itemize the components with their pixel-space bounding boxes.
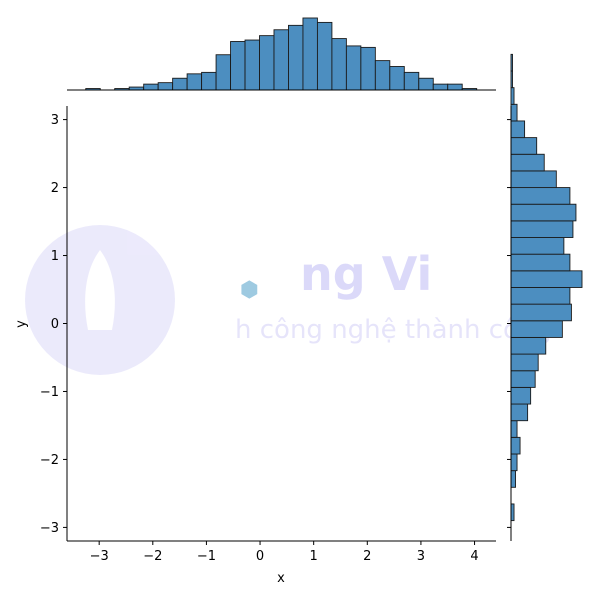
hexbin-layer bbox=[240, 279, 258, 300]
y-tick-label: −2 bbox=[40, 453, 59, 468]
y-histogram-bar bbox=[510, 70, 513, 89]
y-histogram-bar bbox=[510, 270, 583, 288]
watermark: ng Vi h công nghệ thành công bbox=[25, 225, 552, 375]
watermark-text-sub: h công nghệ thành công bbox=[235, 315, 552, 345]
y-histogram-bar bbox=[510, 287, 571, 305]
y-histogram-bar bbox=[510, 470, 516, 488]
y-axis-label: y bbox=[14, 320, 29, 328]
y-tick-label: 3 bbox=[51, 113, 59, 128]
y-histogram-bar bbox=[510, 137, 538, 155]
watermark-rocket-icon bbox=[85, 250, 115, 330]
y-histogram-bar bbox=[510, 103, 518, 122]
watermark-logo-circle bbox=[25, 225, 175, 375]
x-histogram-bar bbox=[201, 71, 217, 91]
y-histogram-bar bbox=[510, 87, 515, 105]
y-tick-label: 0 bbox=[51, 317, 59, 332]
x-histogram-bar bbox=[331, 38, 347, 91]
x-tick-label: 2 bbox=[363, 549, 371, 564]
y-tick-label: 1 bbox=[51, 249, 59, 264]
y-histogram-bar bbox=[510, 170, 557, 189]
y-histogram-bar bbox=[510, 253, 571, 272]
y-histogram-bar bbox=[510, 370, 536, 388]
y-histogram-bar bbox=[510, 203, 577, 222]
y-histogram-bar bbox=[510, 386, 532, 405]
y-histogram-bar bbox=[510, 420, 518, 438]
x-histogram-bar bbox=[447, 83, 463, 91]
hexbin-cell bbox=[240, 279, 258, 300]
y-histogram-bar bbox=[510, 120, 526, 139]
y-histogram-bar bbox=[510, 320, 563, 338]
y-tick-label: 2 bbox=[51, 181, 59, 196]
y-histogram-bar bbox=[510, 336, 547, 355]
y-histogram-bar bbox=[510, 220, 574, 238]
x-histogram-bar bbox=[186, 73, 203, 91]
y-tick-label: −3 bbox=[40, 521, 59, 536]
y-tick-label: −1 bbox=[40, 385, 59, 400]
y-histogram-bar bbox=[510, 353, 539, 372]
y-histogram-bar bbox=[510, 153, 545, 172]
y-histogram-bar bbox=[510, 187, 571, 205]
y-tick-group: −3 −2 −1 0 1 2 3 bbox=[40, 113, 511, 536]
watermark-text-main: ng Vi bbox=[300, 247, 432, 301]
x-histogram-bar bbox=[432, 83, 449, 91]
x-histogram-bar bbox=[403, 71, 420, 91]
x-histogram-bar bbox=[143, 83, 159, 91]
x-tick-label: 4 bbox=[470, 549, 478, 564]
y-histogram-bar bbox=[510, 53, 513, 72]
x-tick-group: −3 −2 −1 0 1 2 3 4 bbox=[90, 541, 479, 564]
y-marginal-histogram bbox=[510, 53, 583, 522]
x-tick-label: −1 bbox=[197, 549, 216, 564]
y-histogram-bar bbox=[510, 453, 518, 472]
y-histogram-bar bbox=[510, 436, 521, 455]
x-histogram-bar bbox=[345, 45, 362, 91]
y-histogram-bar bbox=[510, 303, 572, 322]
x-histogram-bar bbox=[316, 21, 333, 91]
x-tick-label: −3 bbox=[90, 549, 109, 564]
x-histogram-bar bbox=[273, 29, 289, 91]
x-tick-label: 1 bbox=[310, 549, 318, 564]
x-histogram-bar bbox=[244, 39, 260, 91]
x-histogram-bar bbox=[374, 60, 391, 91]
x-histogram-bar bbox=[360, 46, 376, 91]
x-histogram-bar bbox=[288, 24, 304, 91]
x-axis-label: x bbox=[277, 571, 285, 586]
x-histogram-bar bbox=[172, 77, 188, 91]
y-histogram-bar bbox=[510, 237, 565, 255]
x-histogram-bar bbox=[215, 54, 232, 91]
x-histogram-bar bbox=[302, 17, 318, 91]
x-tick-label: −2 bbox=[143, 549, 162, 564]
x-histogram-bar bbox=[259, 35, 275, 91]
x-histogram-bar bbox=[230, 41, 246, 91]
x-histogram-bar bbox=[418, 77, 434, 91]
x-marginal-histogram bbox=[85, 17, 478, 91]
y-histogram-bar bbox=[510, 403, 529, 422]
x-tick-label: 0 bbox=[256, 549, 264, 564]
x-histogram-bar bbox=[157, 82, 174, 91]
x-histogram-bar bbox=[389, 66, 405, 91]
x-tick-label: 3 bbox=[417, 549, 425, 564]
